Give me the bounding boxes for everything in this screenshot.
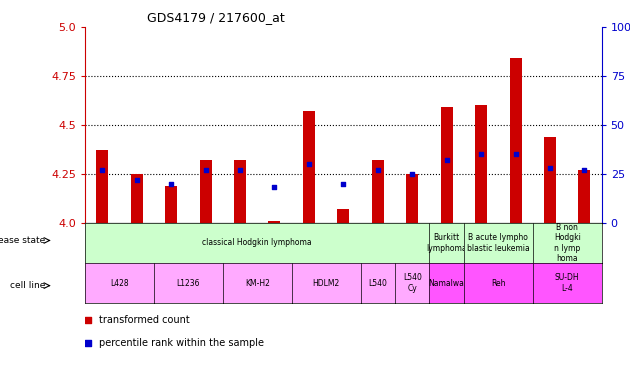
Point: [442, 157, 452, 163]
Text: HDLM2: HDLM2: [312, 279, 340, 288]
Bar: [96, 150, 108, 223]
Bar: [372, 160, 384, 223]
Text: Burkitt
lymphoma: Burkitt lymphoma: [427, 233, 467, 253]
Text: cell line: cell line: [9, 281, 45, 290]
Bar: [406, 174, 418, 223]
Point: [510, 151, 520, 157]
Bar: [544, 137, 556, 223]
Text: Namalwa: Namalwa: [429, 279, 464, 288]
Text: L428: L428: [110, 279, 129, 288]
Bar: [337, 209, 350, 223]
Point: [545, 165, 555, 171]
Bar: [268, 221, 280, 223]
Text: L1236: L1236: [176, 279, 200, 288]
Text: KM-H2: KM-H2: [245, 279, 270, 288]
Point: [166, 180, 176, 187]
Point: [132, 177, 142, 183]
Text: B acute lympho
blastic leukemia: B acute lympho blastic leukemia: [467, 233, 530, 253]
Point: [304, 161, 314, 167]
Bar: [475, 105, 487, 223]
Text: Reh: Reh: [491, 279, 506, 288]
Bar: [578, 170, 590, 223]
Bar: [510, 58, 522, 223]
Bar: [234, 160, 246, 223]
Bar: [130, 174, 143, 223]
Text: classical Hodgkin lymphoma: classical Hodgkin lymphoma: [202, 238, 312, 247]
Point: [338, 180, 348, 187]
Point: [97, 167, 107, 173]
Text: SU-DH
L-4: SU-DH L-4: [555, 273, 580, 293]
Text: L540
Cy: L540 Cy: [403, 273, 421, 293]
Text: disease state: disease state: [0, 236, 45, 245]
Point: [270, 184, 280, 190]
Point: [476, 151, 486, 157]
Text: GDS4179 / 217600_at: GDS4179 / 217600_at: [147, 11, 285, 24]
Bar: [303, 111, 315, 223]
Point: [200, 167, 210, 173]
Point: [373, 167, 383, 173]
Point: [83, 317, 93, 323]
Bar: [165, 185, 177, 223]
Point: [83, 340, 93, 346]
Bar: [200, 160, 212, 223]
Point: [580, 167, 590, 173]
Bar: [440, 107, 453, 223]
Point: [407, 170, 417, 177]
Text: B non
Hodgki
n lymp
homa: B non Hodgki n lymp homa: [554, 223, 581, 263]
Text: L540: L540: [369, 279, 387, 288]
Point: [235, 167, 245, 173]
Text: transformed count: transformed count: [100, 315, 190, 325]
Text: percentile rank within the sample: percentile rank within the sample: [100, 338, 264, 348]
